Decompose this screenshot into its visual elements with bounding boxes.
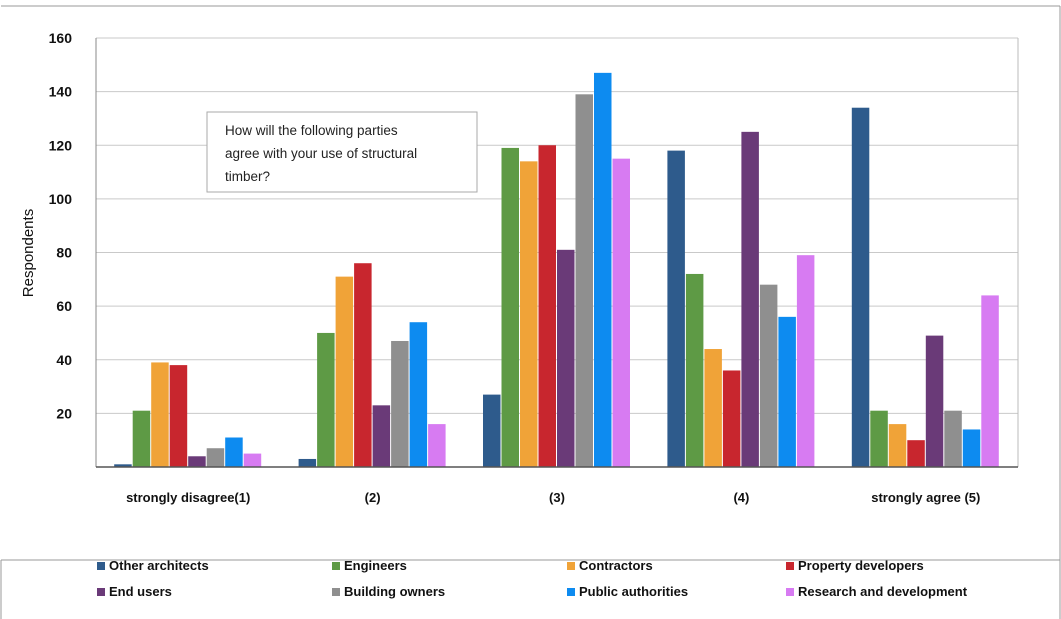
- legend-swatch: [97, 588, 105, 596]
- legend-swatch: [332, 562, 340, 570]
- legend-swatch: [97, 562, 105, 570]
- bar: [243, 453, 262, 467]
- legend-swatch: [332, 588, 340, 596]
- bar: [335, 276, 354, 467]
- bar: [391, 340, 409, 467]
- legend-label: Engineers: [344, 558, 407, 573]
- bar: [520, 161, 538, 467]
- y-tick-label: 120: [49, 137, 73, 153]
- bar: [206, 448, 225, 467]
- bar: [538, 145, 556, 467]
- bar: [575, 94, 593, 468]
- bar: [501, 147, 519, 467]
- annotation-box: How will the following parties agree wit…: [206, 111, 478, 193]
- y-tick-label: 20: [56, 405, 72, 421]
- bar: [151, 362, 169, 467]
- legend-swatch: [567, 588, 575, 596]
- y-tick-label: 100: [49, 191, 73, 207]
- bar: [354, 263, 372, 467]
- bar: [612, 158, 630, 467]
- bar: [741, 131, 759, 467]
- legend-swatch: [786, 562, 794, 570]
- bar: [428, 424, 446, 467]
- bar: [685, 273, 704, 467]
- y-tick-label: 40: [56, 352, 72, 368]
- bar: [888, 424, 907, 467]
- bar: [778, 316, 796, 467]
- y-axis-title: Respondents: [20, 209, 37, 297]
- x-category-label: (2): [365, 490, 381, 505]
- bar: [298, 458, 317, 467]
- x-category-labels: strongly disagree(1) (2) (3) (4) strongly ag…: [126, 490, 980, 505]
- y-tick-label: 80: [56, 245, 72, 261]
- bar: [907, 440, 925, 467]
- legend-label: Public authorities: [579, 584, 688, 599]
- axes-layer: [95, 38, 1019, 468]
- x-category-label: (3): [549, 490, 565, 505]
- legend: Other architects Engineers Contractors Prop…: [97, 558, 968, 599]
- bar: [962, 429, 981, 467]
- bar: [759, 284, 778, 467]
- x-category-label: strongly disagree(1): [126, 490, 250, 505]
- bar: [372, 405, 391, 467]
- bar: [925, 335, 944, 467]
- bar: [667, 150, 685, 468]
- bar: [188, 456, 206, 467]
- legend-swatch: [786, 588, 794, 596]
- bar: [944, 410, 962, 467]
- legend-label: Contractors: [579, 558, 653, 573]
- legend-label: Property developers: [798, 558, 924, 573]
- legend-label: Building owners: [344, 584, 445, 599]
- y-tick-label: 160: [49, 30, 73, 46]
- bar: [169, 365, 188, 467]
- bar: [796, 255, 815, 467]
- bar: [409, 322, 428, 467]
- legend-swatch: [567, 562, 575, 570]
- bars-layer: [114, 72, 999, 468]
- bar: [594, 72, 612, 467]
- bar: [132, 410, 151, 467]
- bar: [114, 464, 132, 467]
- bar: [981, 295, 999, 467]
- bar: [483, 394, 501, 467]
- x-category-label: (4): [733, 490, 749, 505]
- bar: [225, 437, 243, 467]
- bar: [317, 332, 335, 467]
- annotation-line-2: agree with your use of structural: [225, 146, 417, 161]
- y-tick-label: 60: [56, 298, 72, 314]
- legend-label: Research and development: [798, 584, 968, 599]
- legend-label: End users: [109, 584, 172, 599]
- bar: [557, 249, 575, 467]
- y-tick-labels: 20 40 60 80 100 120 140 160: [49, 30, 73, 421]
- annotation-line-1: How will the following parties: [225, 123, 398, 138]
- legend-label: Other architects: [109, 558, 209, 573]
- annotation-line-3: timber?: [225, 169, 270, 184]
- x-category-label: strongly agree (5): [871, 490, 980, 505]
- bar: [870, 410, 888, 467]
- bar: [851, 107, 870, 468]
- bar: [704, 349, 722, 467]
- bar: [722, 370, 741, 467]
- y-tick-label: 140: [49, 84, 73, 100]
